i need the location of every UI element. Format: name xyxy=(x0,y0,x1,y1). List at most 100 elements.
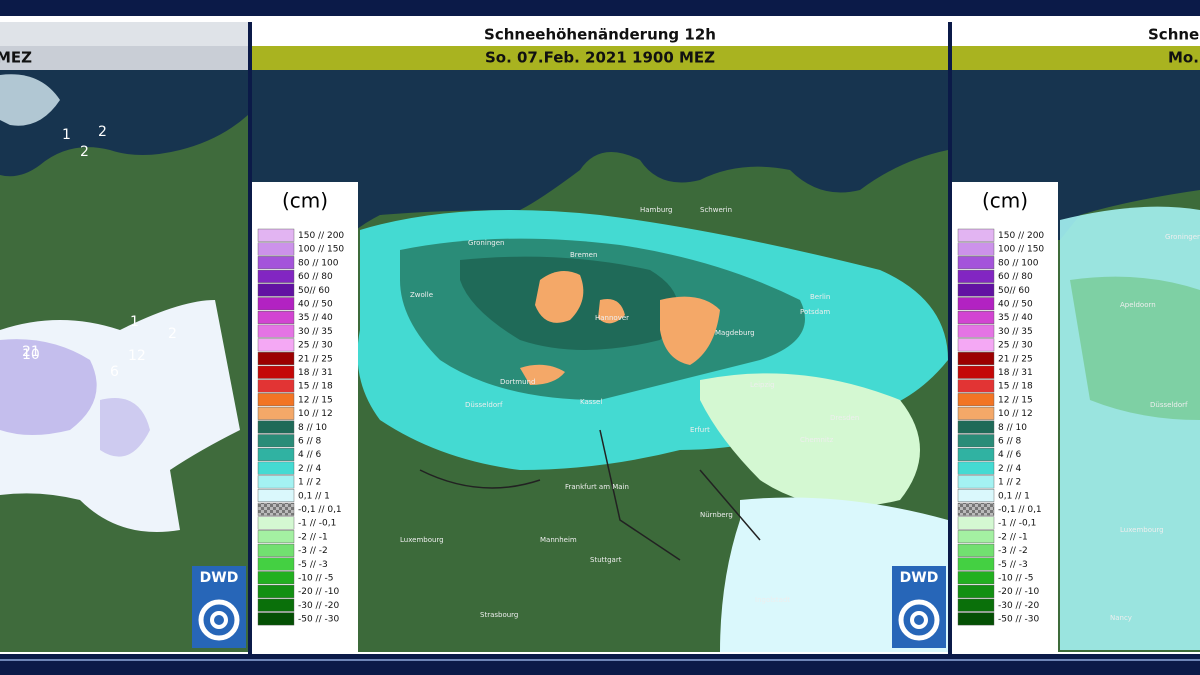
map-left xyxy=(0,70,248,652)
legend-swatch xyxy=(957,543,995,557)
legend-swatch xyxy=(957,557,995,571)
legend-label: -10 // -5 xyxy=(298,574,333,584)
legend-label: 80 // 100 xyxy=(998,258,1039,268)
legend-label: -1 // -0,1 xyxy=(298,519,336,529)
legend-label: 50// 60 xyxy=(298,286,330,296)
legend-swatch xyxy=(257,297,295,311)
legend-label: 150 // 200 xyxy=(298,231,344,241)
legend-label: 4 // 6 xyxy=(298,450,322,460)
legend-swatch xyxy=(257,516,295,530)
legend-swatch xyxy=(957,475,995,489)
legend-label: 8 // 10 xyxy=(998,423,1027,433)
legend-label: -3 // -2 xyxy=(298,546,328,556)
place-label: Erfurt xyxy=(690,426,710,434)
legend-swatch xyxy=(957,448,995,461)
place-label: 6 xyxy=(110,364,119,380)
place-label: Potsdam xyxy=(800,308,830,316)
header-sub xyxy=(252,46,948,70)
legend-label: 25 // 30 xyxy=(998,341,1033,351)
legend-label: -0,1 // 0,1 xyxy=(298,505,342,515)
place-label: 1 xyxy=(130,314,139,330)
legend-label: 100 // 150 xyxy=(998,245,1044,255)
legend-label: -20 // -10 xyxy=(298,587,339,597)
legend-label: -3 // -2 xyxy=(998,546,1028,556)
legend-swatch xyxy=(257,530,295,544)
panel-title: Schne xyxy=(1148,26,1199,44)
legend-swatch xyxy=(957,242,995,256)
place-label: Kassel xyxy=(580,398,602,406)
legend-label: 60 // 80 xyxy=(298,272,333,282)
legend-swatch xyxy=(957,269,995,283)
legend-label: -5 // -3 xyxy=(998,560,1028,570)
legend-swatch xyxy=(257,256,295,270)
place-label: Düsseldorf xyxy=(1150,401,1188,409)
place-label: Frankfurt am Main xyxy=(565,483,629,491)
header xyxy=(952,22,1200,46)
legend-label: -50 // -30 xyxy=(298,615,339,625)
place-label: Ingolstadt xyxy=(755,596,790,604)
header-sub xyxy=(0,46,248,70)
panel-title: MEZ xyxy=(0,49,32,67)
legend-label: -1 // -0,1 xyxy=(998,519,1036,529)
legend-swatch xyxy=(957,324,995,338)
legend-label: 10 // 12 xyxy=(998,409,1033,419)
legend-swatch xyxy=(957,338,995,352)
legend-label: -20 // -10 xyxy=(998,587,1039,597)
legend-swatch xyxy=(957,502,995,516)
legend-label: 100 // 150 xyxy=(298,245,344,255)
place-label: Strasbourg xyxy=(480,611,518,619)
legend-swatch xyxy=(957,365,995,379)
legend-label: 8 // 10 xyxy=(298,423,327,433)
legend-label: 40 // 50 xyxy=(298,300,333,310)
legend-swatch xyxy=(257,311,295,324)
legend-swatch xyxy=(957,352,995,365)
legend-label: -2 // -1 xyxy=(298,532,328,542)
place-label: 21 xyxy=(22,344,40,360)
legend-swatch xyxy=(257,585,295,598)
legend-label: 12 // 15 xyxy=(998,395,1033,405)
place-label: Nürnberg xyxy=(700,511,733,519)
legend-label: -2 // -1 xyxy=(998,532,1028,542)
legend-swatch xyxy=(957,585,995,598)
legend-swatch xyxy=(957,612,995,626)
legend-swatch xyxy=(957,434,995,448)
place-label: Apeldoorn xyxy=(1120,301,1156,309)
legend-swatch xyxy=(257,420,295,434)
bottom-bar xyxy=(0,654,1200,675)
place-label: Groningen xyxy=(468,239,504,247)
legend-label: 15 // 18 xyxy=(998,382,1033,392)
place-label: 10 xyxy=(22,347,40,363)
legend-swatch xyxy=(957,311,995,324)
legend-label: 1 // 2 xyxy=(998,478,1021,488)
legend-label: 0,1 // 1 xyxy=(298,491,330,501)
place-label: Düsseldorf xyxy=(465,401,503,409)
legend-label: 40 // 50 xyxy=(998,300,1033,310)
legend-swatch xyxy=(957,228,995,242)
legend-label: 6 // 8 xyxy=(298,437,322,447)
legend: 150 // 200 100 // 150 80 // 100 60 // 80 50/… xyxy=(257,228,344,626)
place-label: Magdeburg xyxy=(715,329,755,337)
header xyxy=(252,22,948,46)
legend-label: 60 // 80 xyxy=(998,272,1033,282)
dwd-logo: DWD xyxy=(192,566,246,648)
top-bar xyxy=(0,0,1200,16)
legend-swatch xyxy=(957,530,995,544)
legend-swatch xyxy=(957,406,995,420)
legend-label: 15 // 18 xyxy=(298,382,333,392)
legend-label: 18 // 31 xyxy=(298,368,333,378)
legend-label: 2 // 4 xyxy=(298,464,322,474)
legend-swatch xyxy=(957,571,995,585)
legend-swatch xyxy=(257,283,295,297)
legend-label: 0,1 // 1 xyxy=(998,491,1030,501)
legend-swatch xyxy=(957,516,995,530)
legend-swatch xyxy=(257,406,295,420)
legend-label: 12 // 15 xyxy=(298,395,333,405)
legend-swatch xyxy=(957,489,995,502)
legend-label: -30 // -20 xyxy=(998,601,1039,611)
place-label: Mannheim xyxy=(540,536,577,544)
legend-swatch xyxy=(257,228,295,242)
panel-title: Schneehöhenänderung 12h xyxy=(484,26,716,44)
place-label: Luxembourg xyxy=(1120,526,1164,534)
legend-swatch xyxy=(257,598,295,612)
legend-unit: (cm) xyxy=(282,189,328,213)
